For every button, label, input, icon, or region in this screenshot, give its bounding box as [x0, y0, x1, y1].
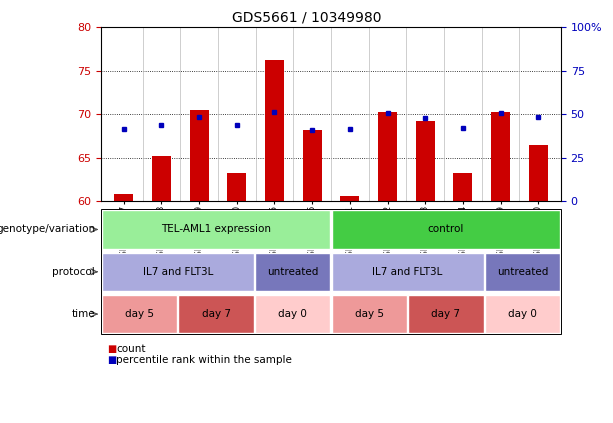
- Text: time: time: [71, 309, 95, 319]
- Text: TEL-AML1 expression: TEL-AML1 expression: [161, 225, 271, 234]
- Text: ■: ■: [107, 344, 116, 354]
- Text: day 0: day 0: [278, 309, 307, 319]
- Text: IL7 and FLT3L: IL7 and FLT3L: [373, 267, 443, 277]
- Text: count: count: [116, 344, 146, 354]
- Bar: [303, 130, 322, 201]
- Text: GDS5661 / 10349980: GDS5661 / 10349980: [232, 11, 381, 25]
- Bar: [265, 60, 284, 201]
- Bar: [378, 113, 397, 201]
- Text: day 0: day 0: [508, 309, 537, 319]
- Bar: [227, 173, 246, 201]
- Bar: [340, 196, 359, 201]
- Bar: [189, 110, 208, 201]
- Text: day 7: day 7: [432, 309, 460, 319]
- Text: percentile rank within the sample: percentile rank within the sample: [116, 354, 292, 365]
- Bar: [454, 173, 473, 201]
- Bar: [416, 121, 435, 201]
- Text: untreated: untreated: [267, 267, 318, 277]
- Text: IL7 and FLT3L: IL7 and FLT3L: [143, 267, 213, 277]
- Bar: [491, 113, 510, 201]
- Bar: [529, 145, 547, 201]
- Text: control: control: [428, 225, 464, 234]
- Text: untreated: untreated: [497, 267, 548, 277]
- Text: protocol: protocol: [52, 267, 95, 277]
- Text: ■: ■: [107, 354, 116, 365]
- Bar: [152, 156, 171, 201]
- Text: day 5: day 5: [355, 309, 384, 319]
- Bar: [115, 194, 133, 201]
- Text: genotype/variation: genotype/variation: [0, 225, 95, 234]
- Text: day 7: day 7: [202, 309, 230, 319]
- Text: day 5: day 5: [125, 309, 154, 319]
